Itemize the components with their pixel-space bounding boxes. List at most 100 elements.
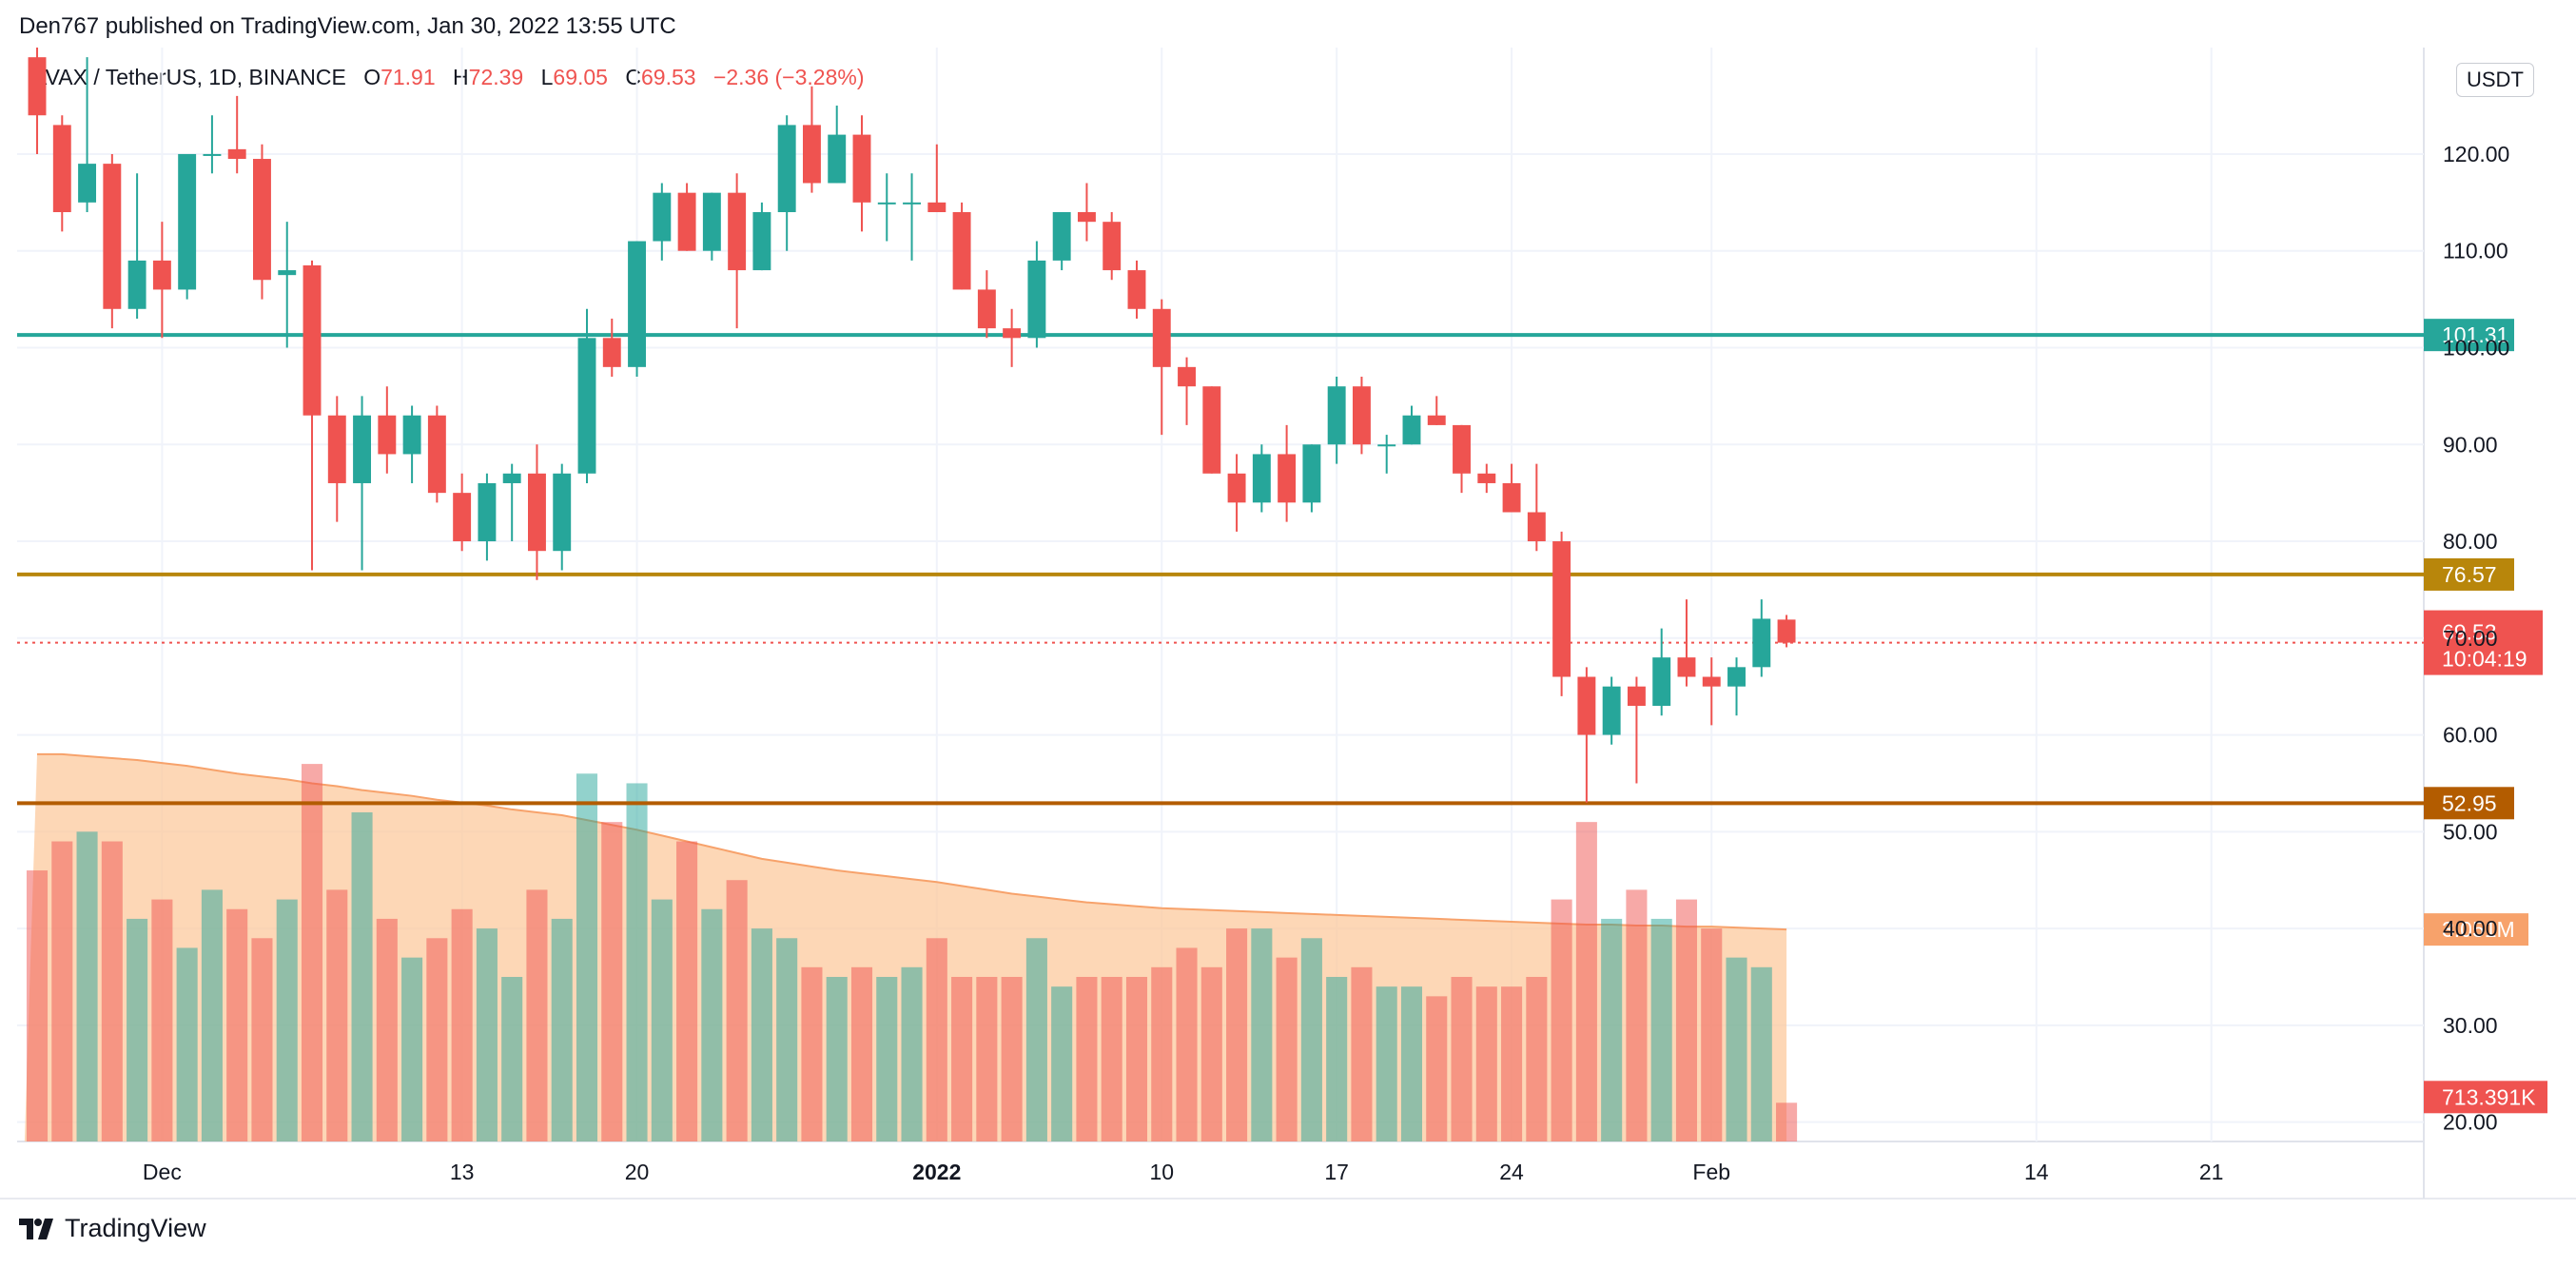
volume-bar: [1300, 938, 1322, 1141]
volume-bar: [501, 976, 523, 1141]
volume-bar: [1151, 966, 1173, 1141]
volume-bar: [701, 908, 723, 1141]
volume-bar: [51, 841, 73, 1141]
tradingview-logo[interactable]: TradingView: [19, 1214, 206, 1243]
volume-bar: [1526, 976, 1548, 1141]
price-tick-label: 30.00: [2443, 1013, 2498, 1038]
volume-bar: [76, 831, 98, 1141]
price-tick-label: 90.00: [2443, 432, 2498, 457]
candle-body: [502, 473, 521, 483]
price-tick-label: 100.00: [2443, 335, 2509, 360]
volume-bar: [1276, 957, 1298, 1141]
low-label: L: [540, 65, 554, 89]
candle-body: [178, 153, 197, 290]
candle-body: [777, 125, 796, 213]
volume-bar: [551, 918, 573, 1141]
volume-ma-box: [2424, 913, 2528, 946]
candle-body: [1077, 212, 1096, 223]
candle-body: [1278, 454, 1297, 503]
price-tick-label: 20.00: [2443, 1110, 2498, 1135]
candle-body: [977, 289, 996, 329]
candle-body: [1453, 424, 1471, 474]
level-label-box: [2424, 787, 2514, 820]
candle-body: [302, 264, 322, 416]
candle-body: [78, 164, 97, 203]
candle-body: [1352, 386, 1371, 445]
candle-body: [1152, 308, 1171, 367]
candle-body: [1052, 212, 1071, 261]
candle-body: [1777, 619, 1796, 643]
volume-bar: [1776, 1102, 1798, 1141]
candle-body: [852, 134, 871, 203]
countdown-label: 10:04:19: [2442, 647, 2527, 672]
volume-bar: [1101, 976, 1122, 1141]
candle-body: [877, 202, 896, 205]
candle-body: [427, 415, 446, 494]
candle-body: [1577, 676, 1596, 735]
change-value: −2.36 (−3.28%): [712, 65, 865, 89]
candle-body: [152, 260, 171, 290]
candle-body: [903, 202, 921, 205]
volume-bar: [1575, 822, 1597, 1141]
currency-button[interactable]: USDT: [2456, 63, 2534, 97]
volume-bar: [426, 938, 448, 1141]
candle-body: [1377, 444, 1396, 447]
volume-bar: [1675, 899, 1698, 1141]
candle-body: [1227, 473, 1246, 503]
volume-bar: [326, 889, 348, 1141]
candle-body: [127, 260, 146, 309]
candle-body: [1003, 328, 1022, 339]
candle-body: [253, 159, 271, 281]
volume-bar: [1650, 918, 1672, 1141]
volume-bar: [876, 976, 898, 1141]
volume-bar: [926, 938, 947, 1141]
volume-bar: [476, 928, 498, 1141]
candle-body: [1652, 657, 1671, 707]
volume-bar: [1125, 976, 1148, 1141]
candle-body: [1677, 657, 1696, 677]
candle-body: [203, 153, 222, 156]
candle-body: [802, 125, 821, 184]
candle-body: [1552, 541, 1571, 677]
last-price-label: 69.53: [2442, 620, 2497, 645]
candle-body: [628, 241, 647, 367]
candle-body: [728, 192, 747, 271]
volume-bar: [1475, 986, 1497, 1141]
candle-body: [927, 202, 946, 213]
volume-bar: [601, 822, 623, 1141]
level-label: 101.31: [2442, 322, 2508, 347]
volume-bar: [626, 783, 648, 1141]
candle-body: [1752, 618, 1771, 668]
candle-body: [1702, 676, 1721, 687]
volume-bar: [1501, 986, 1523, 1141]
candle-body: [1178, 366, 1196, 387]
time-tick-label: 24: [1499, 1160, 1524, 1184]
candle-body: [1327, 386, 1346, 445]
high-label: H: [453, 65, 469, 89]
candle-body: [327, 415, 346, 483]
volume-bar: [1076, 976, 1098, 1141]
candle-body: [1302, 444, 1321, 503]
price-tick-label: 40.00: [2443, 916, 2498, 941]
volume-bar: [1351, 966, 1373, 1141]
level-label-box: [2424, 557, 2514, 591]
candle-body: [752, 212, 771, 271]
candle-body: [1502, 482, 1521, 513]
time-tick-label: Dec: [143, 1160, 182, 1184]
volume-bar: [826, 976, 848, 1141]
candle-body: [378, 415, 397, 455]
candle-body: [353, 415, 372, 483]
candle-body: [952, 212, 971, 290]
volume-bar: [801, 966, 823, 1141]
symbol-label[interactable]: AVAX / TetherUS, 1D, BINANCE: [32, 65, 346, 89]
high-value: 72.39: [468, 65, 524, 89]
candle-body: [52, 125, 71, 213]
volume-bar: [1176, 947, 1198, 1141]
price-tick-label: 70.00: [2443, 626, 2498, 651]
volume-bar: [1726, 957, 1747, 1141]
volume-bar: [726, 880, 748, 1141]
volume-bar: [1400, 986, 1423, 1141]
volume-bar: [1750, 966, 1772, 1141]
